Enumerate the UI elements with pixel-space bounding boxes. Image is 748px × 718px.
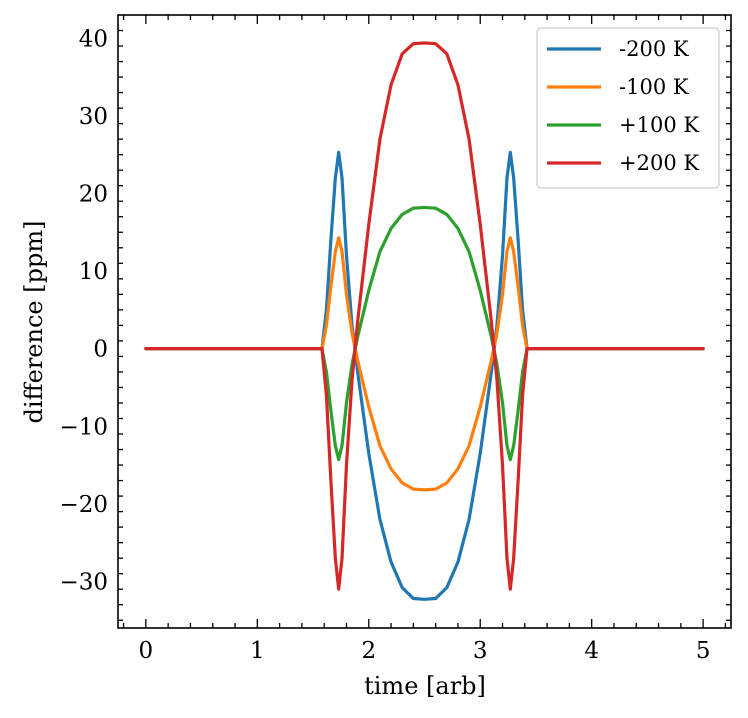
- x-tick-label: 5: [696, 638, 711, 664]
- y-tick-label: 20: [79, 181, 108, 207]
- y-tick-label: 10: [79, 259, 108, 285]
- x-tick-label: 1: [250, 638, 265, 664]
- y-tick-label: −20: [59, 492, 108, 518]
- x-tick-label: 4: [584, 638, 599, 664]
- y-tick-label: 0: [93, 337, 108, 363]
- axes-layer: 0 1 2 3 4 5 −30 −20 −10 0 10 20 30 40: [59, 14, 732, 664]
- legend-label: +100 K: [619, 113, 699, 137]
- legend-box: [536, 27, 720, 189]
- y-tick-label: 40: [79, 26, 108, 52]
- series-line-minus-200-k: [144, 150, 705, 601]
- legend-label: +200 K: [619, 151, 699, 175]
- legend: -200 K -100 K +100 K +200 K: [536, 27, 720, 189]
- x-tick-label: 0: [139, 638, 154, 664]
- series-layer: [144, 41, 705, 601]
- y-tick-label: 30: [79, 104, 108, 130]
- x-tick-label: 2: [361, 638, 376, 664]
- y-tick-label: −10: [59, 414, 108, 440]
- series-line-minus-100-k: [144, 236, 705, 492]
- legend-label: -100 K: [619, 75, 689, 99]
- legend-label: -200 K: [619, 37, 689, 61]
- series-line-plus-100-k: [144, 205, 705, 462]
- y-tick-label: −30: [59, 569, 108, 595]
- x-axis-label: time [arb]: [364, 672, 486, 700]
- series-line-plus-200-k: [144, 41, 705, 591]
- plot-frame: [117, 14, 732, 629]
- y-axis-label: difference [ppm]: [20, 221, 48, 424]
- x-tick-label: 3: [473, 638, 488, 664]
